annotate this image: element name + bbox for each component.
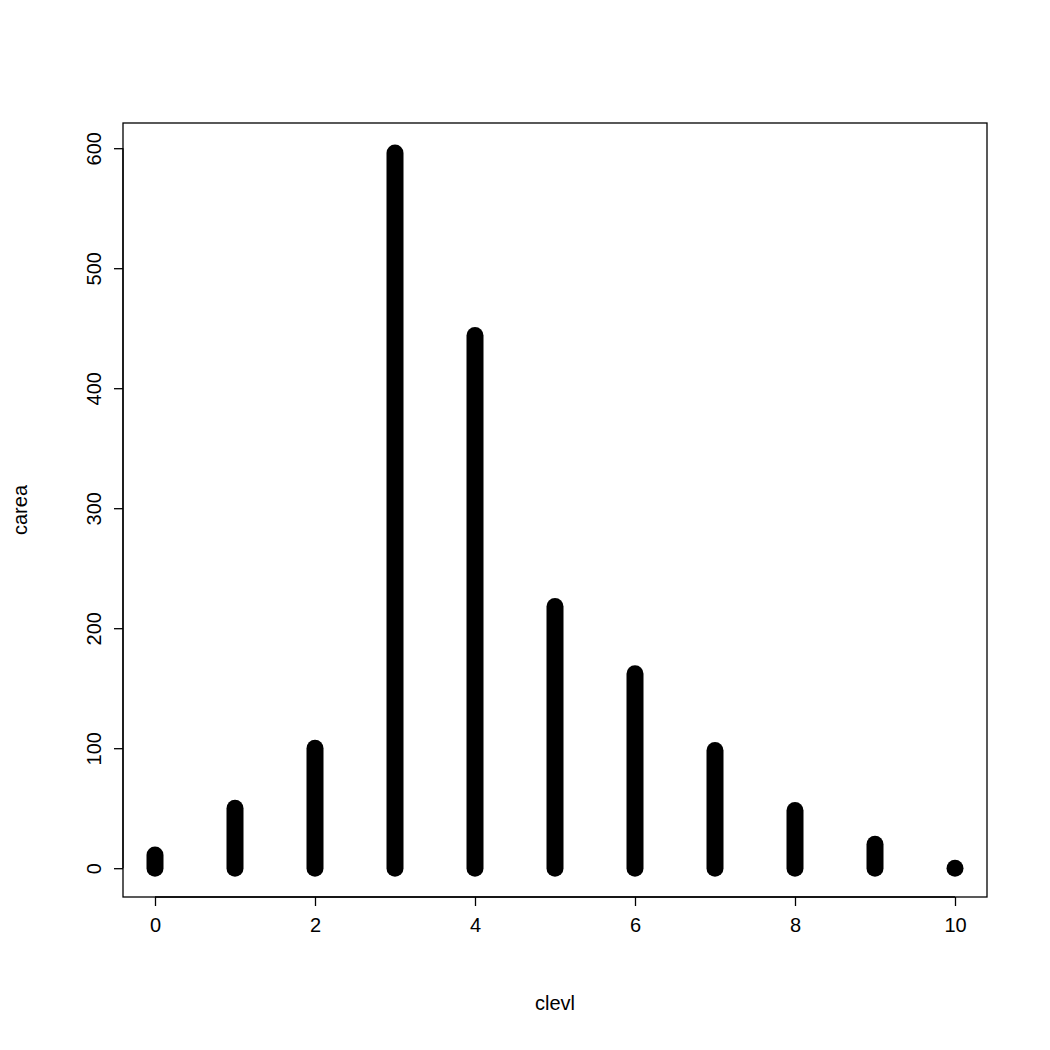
point-range (387, 153, 404, 868)
x-tick-label: 8 (790, 914, 801, 936)
x-tick: 0 (150, 897, 161, 936)
point-range (627, 674, 644, 868)
y-tick: 200 (83, 612, 123, 645)
point-range (787, 811, 804, 869)
y-tick-label: 600 (83, 132, 105, 165)
x-tick: 2 (310, 897, 321, 936)
y-tick: 100 (83, 732, 123, 765)
x-tick: 8 (790, 897, 801, 936)
x-tick-mark (155, 897, 156, 906)
marks (155, 153, 955, 868)
y-tick-mark (114, 748, 123, 749)
point-range (307, 748, 324, 868)
y-tick-label: 300 (83, 492, 105, 525)
x-tick-label: 0 (150, 914, 161, 936)
y-tick-mark (114, 508, 123, 509)
x-tick-mark (795, 897, 796, 906)
plot: 02468100100200300400500600 (83, 123, 987, 936)
x-tick-mark (315, 897, 316, 906)
y-tick-label: 200 (83, 612, 105, 645)
y-axis: 0 100 200 300 400 500 600 (83, 132, 123, 874)
y-axis-title: carea (9, 484, 31, 535)
x-tick-label: 6 (630, 914, 641, 936)
y-tick: 600 (83, 132, 123, 165)
point-range (147, 855, 164, 868)
y-tick: 400 (83, 372, 123, 405)
y-tick-mark (114, 388, 123, 389)
y-tick-mark (114, 628, 123, 629)
plot-frame (123, 123, 987, 897)
x-tick-mark (475, 897, 476, 906)
x-tick-mark (955, 897, 956, 906)
y-tick: 300 (83, 492, 123, 525)
chart: 02468100100200300400500600clevlcarea (0, 0, 1050, 1050)
x-axis-line (155, 896, 955, 897)
x-axis: 0 2 4 6 8 10 (150, 897, 967, 936)
x-tick: 10 (944, 897, 966, 936)
x-tick-label: 2 (310, 914, 321, 936)
x-tick: 4 (470, 897, 481, 936)
point-range (867, 844, 884, 868)
y-tick-label: 100 (83, 732, 105, 765)
x-tick-label: 4 (470, 914, 481, 936)
y-tick: 0 (83, 863, 123, 874)
y-tick-label: 400 (83, 372, 105, 405)
y-tick: 500 (83, 252, 123, 285)
point-range (707, 751, 724, 869)
x-tick-label: 10 (944, 914, 966, 936)
y-axis-line (122, 148, 123, 868)
point-range (547, 607, 564, 869)
y-tick-label: 500 (83, 252, 105, 285)
point-range (467, 335, 484, 868)
y-tick-label: 0 (83, 863, 105, 874)
y-tick-mark (114, 148, 123, 149)
y-tick-mark (114, 268, 123, 269)
point-range (227, 808, 244, 868)
x-tick-mark (635, 897, 636, 906)
x-axis-title: clevl (535, 992, 575, 1014)
x-tick: 6 (630, 897, 641, 936)
y-tick-mark (114, 868, 123, 869)
